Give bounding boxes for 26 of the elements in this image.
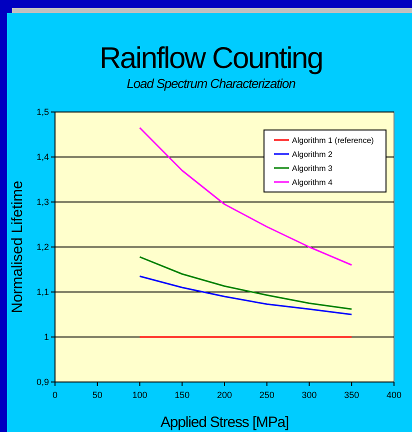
line-series [139,256,352,310]
y-tick-label: 1,5 [36,107,49,117]
legend-label: Algorithm 3 [292,164,334,173]
x-axis-title: Applied Stress [MPa] [160,414,289,431]
legend-label: Algorithm 1 (reference) [292,136,374,145]
chart-title: Rainflow Counting [99,42,323,75]
y-tick-label: 1 [44,332,49,342]
x-tick-label: 200 [216,390,232,400]
y-axis-title: Normalised Lifetime [9,180,26,314]
x-tick-label: 100 [132,390,148,400]
x-tick-label: 250 [259,390,274,400]
y-tick-label: 0,9 [36,377,49,387]
y-tick-label: 1,1 [36,287,49,297]
x-tick-label: 150 [174,390,190,400]
y-tick-label: 1,4 [36,152,49,162]
x-tick-label: 50 [92,390,102,400]
x-tick-label: 350 [344,390,360,400]
x-tick-label: 0 [52,390,58,400]
x-tick-label: 300 [302,390,317,400]
y-tick-label: 1,2 [36,242,49,252]
x-tick-label: 400 [386,390,402,400]
legend-label: Algorithm 4 [292,178,334,187]
chart-subtitle: Load Spectrum Characterization [126,76,296,91]
y-tick-label: 1,3 [36,197,49,207]
line-series [139,276,352,316]
legend-label: Algorithm 2 [292,150,334,159]
